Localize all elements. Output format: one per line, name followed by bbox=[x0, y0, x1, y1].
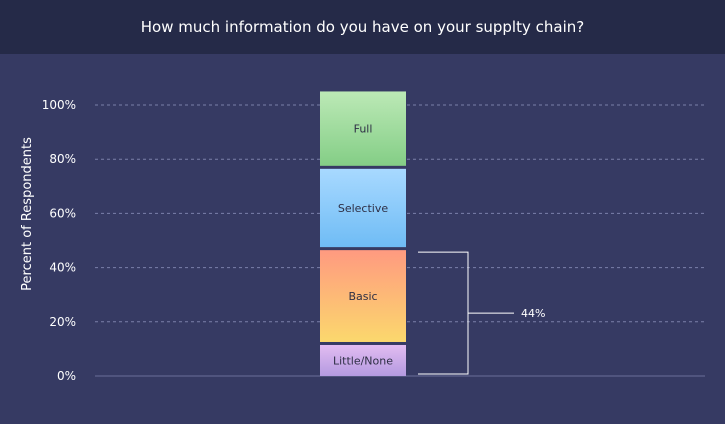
bar-segment-little-none bbox=[320, 344, 406, 376]
segment-label-little-none: Little/None bbox=[333, 354, 393, 367]
annotation-label: 44% bbox=[521, 307, 545, 320]
y-tick-label: 20% bbox=[49, 315, 76, 329]
y-tick-label: 100% bbox=[42, 98, 76, 112]
chart-area: 0% 20% 40% 60% 80% 100% Percent of Respondent… bbox=[20, 91, 705, 383]
bar-segment-selective bbox=[320, 168, 406, 248]
y-tick-label: 60% bbox=[49, 206, 76, 220]
y-tick-label: 80% bbox=[49, 152, 76, 166]
y-axis-label: Percent of Respondents bbox=[20, 137, 35, 291]
segment-label-selective: Selective bbox=[338, 202, 389, 215]
bar-segment-full bbox=[320, 91, 406, 166]
bar-segment-basic bbox=[320, 250, 406, 342]
y-tick-label: 0% bbox=[57, 369, 76, 383]
y-tick-label: 40% bbox=[49, 261, 76, 275]
annotation-bracket bbox=[418, 251, 514, 375]
segment-label-basic: Basic bbox=[348, 290, 377, 303]
segment-label-full: Full bbox=[354, 123, 373, 136]
chart-title: How much information do you have on your… bbox=[0, 0, 725, 54]
